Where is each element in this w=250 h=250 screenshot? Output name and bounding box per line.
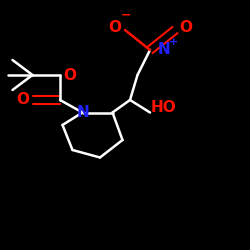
Text: +: + bbox=[169, 38, 178, 48]
Text: N: N bbox=[158, 42, 170, 58]
Text: O: O bbox=[64, 68, 76, 82]
Text: −: − bbox=[121, 8, 132, 22]
Text: O: O bbox=[180, 20, 193, 35]
Text: O: O bbox=[16, 92, 29, 108]
Text: O: O bbox=[108, 20, 122, 35]
Text: N: N bbox=[76, 105, 89, 120]
Text: HO: HO bbox=[151, 100, 176, 115]
